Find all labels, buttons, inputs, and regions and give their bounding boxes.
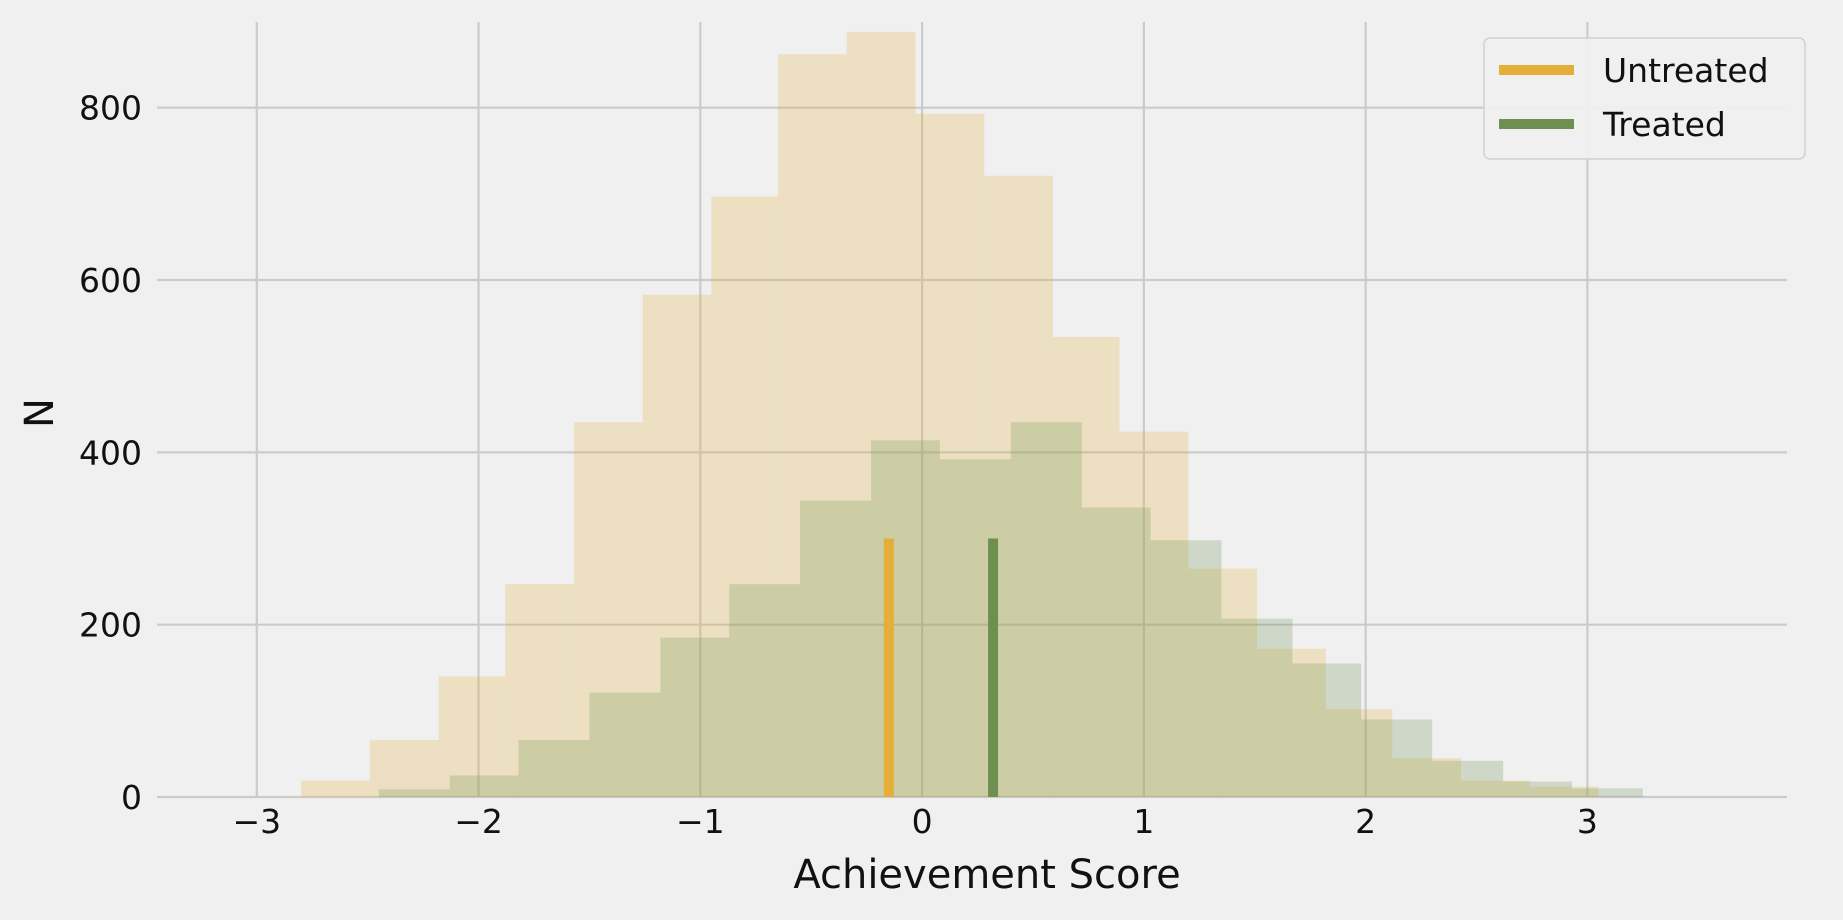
bar-untreated-16 — [1392, 758, 1461, 797]
bar-untreated-8 — [846, 31, 916, 797]
x-axis-label: Achievement Score — [793, 852, 1180, 898]
legend-label-untreated: Untreated — [1603, 51, 1769, 90]
bar-untreated-1 — [369, 740, 439, 797]
mean-line-treated — [988, 538, 999, 797]
bar-untreated-3 — [505, 584, 574, 797]
bar-untreated-4 — [573, 422, 643, 797]
y-tick-label-3: 600 — [79, 261, 142, 300]
x-tick-label-6: 3 — [1577, 802, 1598, 841]
mean-markers — [883, 538, 999, 797]
y-tick-label-0: 0 — [121, 778, 142, 817]
x-tick-label-0: −3 — [232, 802, 281, 841]
bar-untreated-2 — [438, 676, 506, 797]
bar-treated-8 — [939, 459, 1011, 797]
bar-untreated-12 — [1119, 431, 1189, 797]
mean-line-untreated — [883, 538, 894, 797]
bar-untreated-14 — [1256, 648, 1326, 797]
x-tick-label-2: −1 — [676, 802, 725, 841]
bar-untreated-9 — [915, 113, 985, 797]
bar-treated-15 — [1432, 760, 1504, 797]
y-tick-label-4: 800 — [79, 89, 142, 128]
bar-treated-1 — [449, 775, 519, 797]
bar-treated-5 — [729, 584, 801, 797]
x-tick-label-1: −2 — [454, 802, 503, 841]
bar-untreated-5 — [642, 294, 712, 797]
bar-treated-7 — [871, 440, 940, 797]
grid — [157, 22, 1787, 799]
y-tick-label-1: 200 — [79, 606, 142, 645]
bar-untreated-15 — [1325, 709, 1393, 797]
bar-treated-17 — [1571, 788, 1643, 797]
bar-treated-6 — [800, 500, 872, 797]
legend-label-treated: Treated — [1602, 105, 1726, 144]
bar-treated-10 — [1081, 507, 1151, 797]
y-axis-label: N — [17, 398, 63, 428]
bar-untreated-18 — [1529, 786, 1599, 797]
bar-treated-12 — [1221, 618, 1293, 797]
bar-untreated-13 — [1188, 568, 1257, 797]
x-tick-label-5: 2 — [1355, 802, 1376, 841]
bar-untreated-17 — [1461, 780, 1530, 797]
bar-treated-14 — [1361, 719, 1433, 797]
bar-treated-9 — [1010, 422, 1082, 797]
bar-untreated-0 — [301, 780, 370, 797]
bar-untreated-11 — [1052, 336, 1120, 797]
histogram-bars — [301, 31, 1643, 798]
bar-untreated-6 — [711, 196, 778, 798]
bar-untreated-7 — [777, 54, 847, 797]
bar-treated-4 — [660, 637, 730, 797]
bar-treated-16 — [1503, 781, 1572, 797]
bar-treated-3 — [589, 692, 661, 797]
bar-treated-11 — [1150, 540, 1222, 797]
bar-treated-0 — [378, 789, 450, 797]
bar-treated-13 — [1292, 663, 1362, 797]
x-tick-label-4: 1 — [1133, 802, 1154, 841]
y-tick-label-2: 400 — [79, 433, 142, 472]
bar-treated-2 — [518, 740, 590, 797]
x-tick-label-3: 0 — [912, 802, 933, 841]
legend: Untreated Treated — [1483, 37, 1806, 160]
tick-labels: −3 −2 −1 0 1 2 3 0 200 400 600 800 — [79, 89, 1598, 841]
